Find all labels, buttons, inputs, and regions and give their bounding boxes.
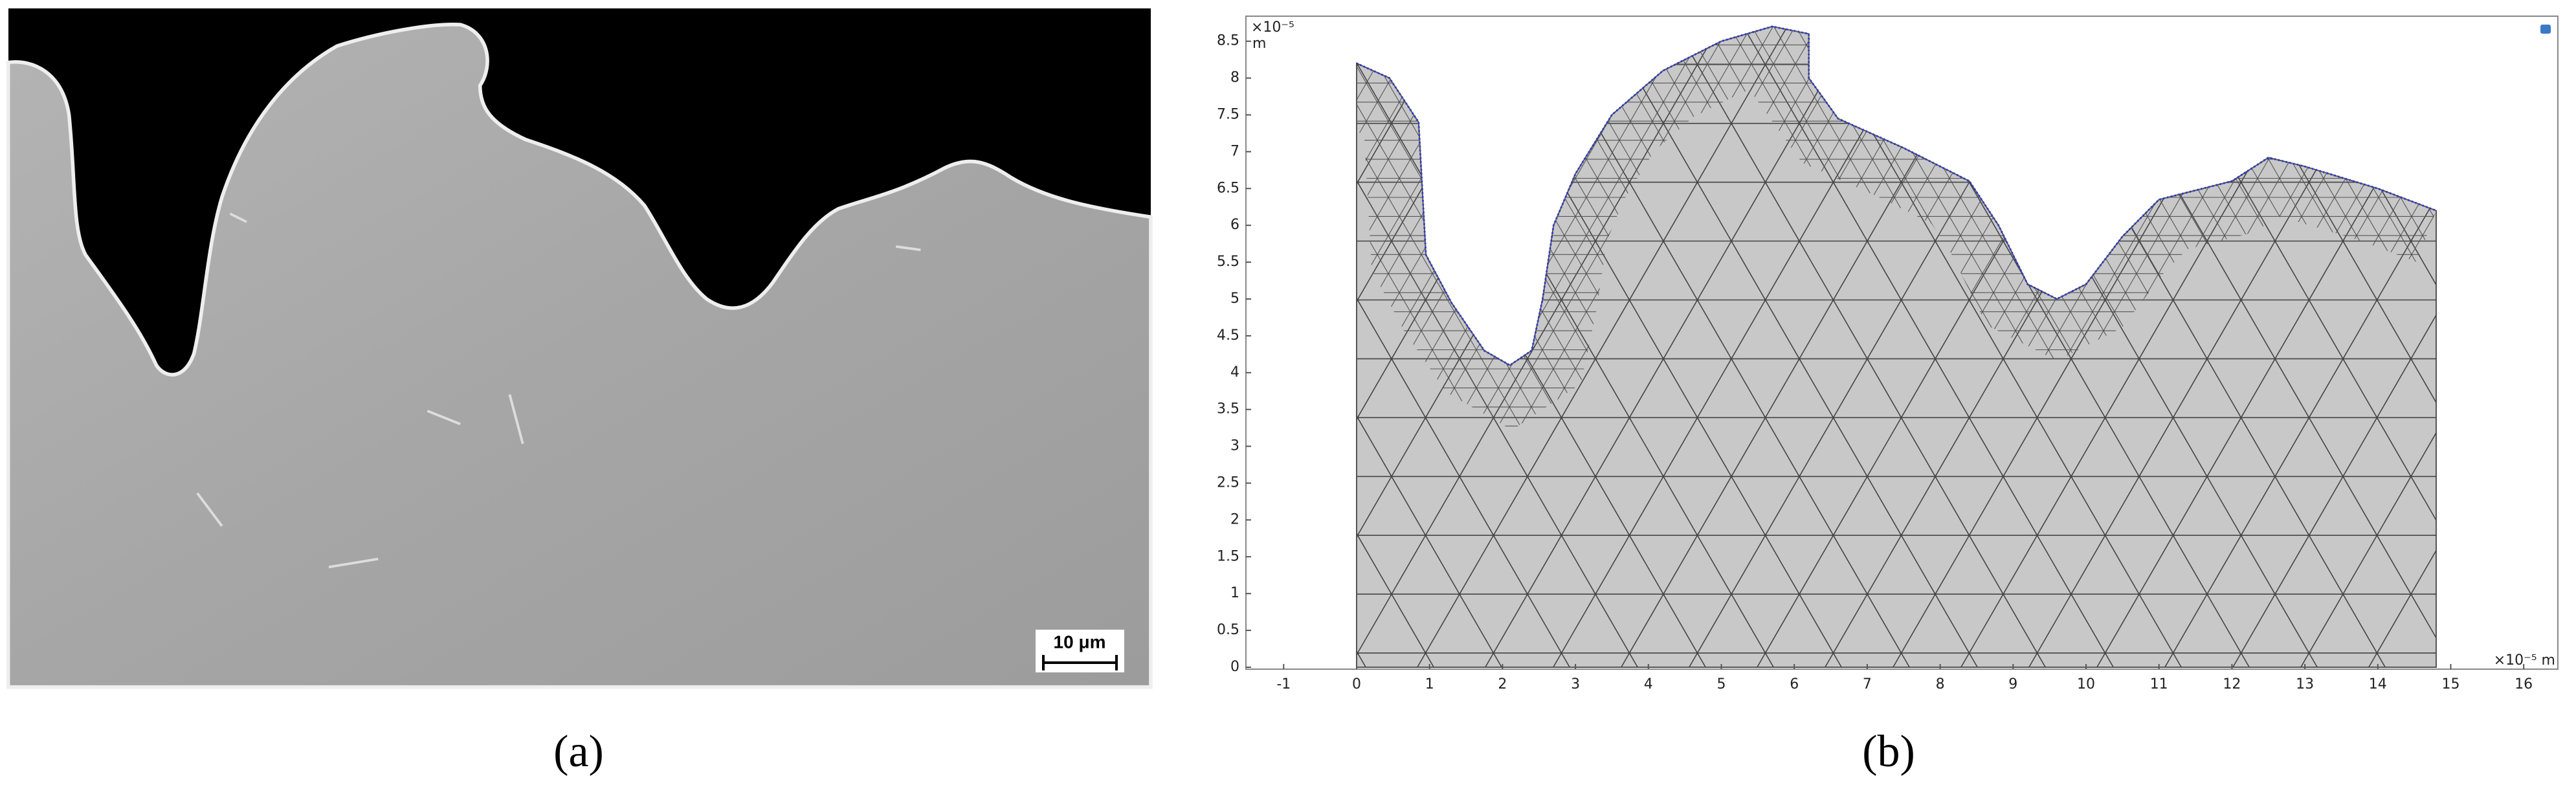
mesh-fine [1357,26,2436,667]
y-tick-label: 3.5 [1217,401,1239,417]
y-tick-label: 0 [1230,659,1239,675]
x-tick-label: 9 [2008,676,2017,692]
panel-label: (b) [1862,727,1915,777]
x-tick-label: 13 [2296,676,2314,692]
mesh-coarse [1357,26,2436,667]
boundary [1356,25,2437,367]
y-tick-label: 7 [1230,143,1239,159]
scale-bar-box [1036,630,1124,672]
x-tick-label: 3 [1571,676,1580,692]
y-tick-label: 1.5 [1217,548,1239,564]
y-tick-label: 8 [1230,70,1239,86]
y-tick-label: 3 [1230,438,1239,454]
scale-bar-label: 10 μm [1054,632,1106,652]
y-exponent: ×10⁻⁵ [1251,19,1294,36]
toolbar-icon [2540,25,2551,34]
x-tick-label: 0 [1352,676,1361,692]
y-tick-label: 6 [1230,217,1239,233]
y-tick-label: 1 [1230,585,1239,601]
x-tick-label: 7 [1863,676,1872,692]
x-tick-label: 4 [1644,676,1653,692]
x-tick-label: 15 [2442,676,2460,692]
y-tick-label: 2 [1230,511,1239,527]
y-tick-label: 8.5 [1217,33,1239,49]
x-tick-label: 10 [2077,676,2095,692]
y-unit: m [1252,36,1266,52]
y-tick-label: 4.5 [1217,327,1239,344]
y-tick-label: 7.5 [1217,107,1239,123]
sem-image: 10 μm (a) [6,8,1153,777]
y-tick-label: 5.5 [1217,254,1239,270]
x-tick-label: 11 [2150,676,2168,692]
sem-material [6,23,1153,689]
x-tick-label: 12 [2223,676,2241,692]
x-tick-label: 16 [2515,676,2533,692]
x-tick-label: 2 [1498,676,1507,692]
y-tick-label: 2.5 [1217,475,1239,491]
y-tick-label: 5 [1230,291,1239,307]
x-tick-label: 14 [2369,676,2387,692]
mesh [1357,26,2436,667]
x-tick-label: 8 [1936,676,1945,692]
y-tick-label: 4 [1230,364,1239,381]
y-tick-label: 6.5 [1217,180,1239,196]
mesh-fine-group [1357,26,2436,667]
sem-surface [6,23,1153,689]
x-tick-label: -1 [1276,676,1291,692]
x-tick-label: 1 [1425,676,1434,692]
x-tick-label: 6 [1790,676,1799,692]
x-tick-label: 5 [1717,676,1726,692]
mesh-plot: ×10⁻⁵ m ×10⁻⁵ m (b) -1 0 1 2 3 4 5 6 7 8 9 10 11 12 13… [1217,16,2559,777]
panel-label: (a) [553,727,604,777]
sem-texture [196,212,921,569]
x-unit: ×10⁻⁵ m [2494,652,2555,669]
y-tick-label: 0.5 [1217,622,1239,638]
